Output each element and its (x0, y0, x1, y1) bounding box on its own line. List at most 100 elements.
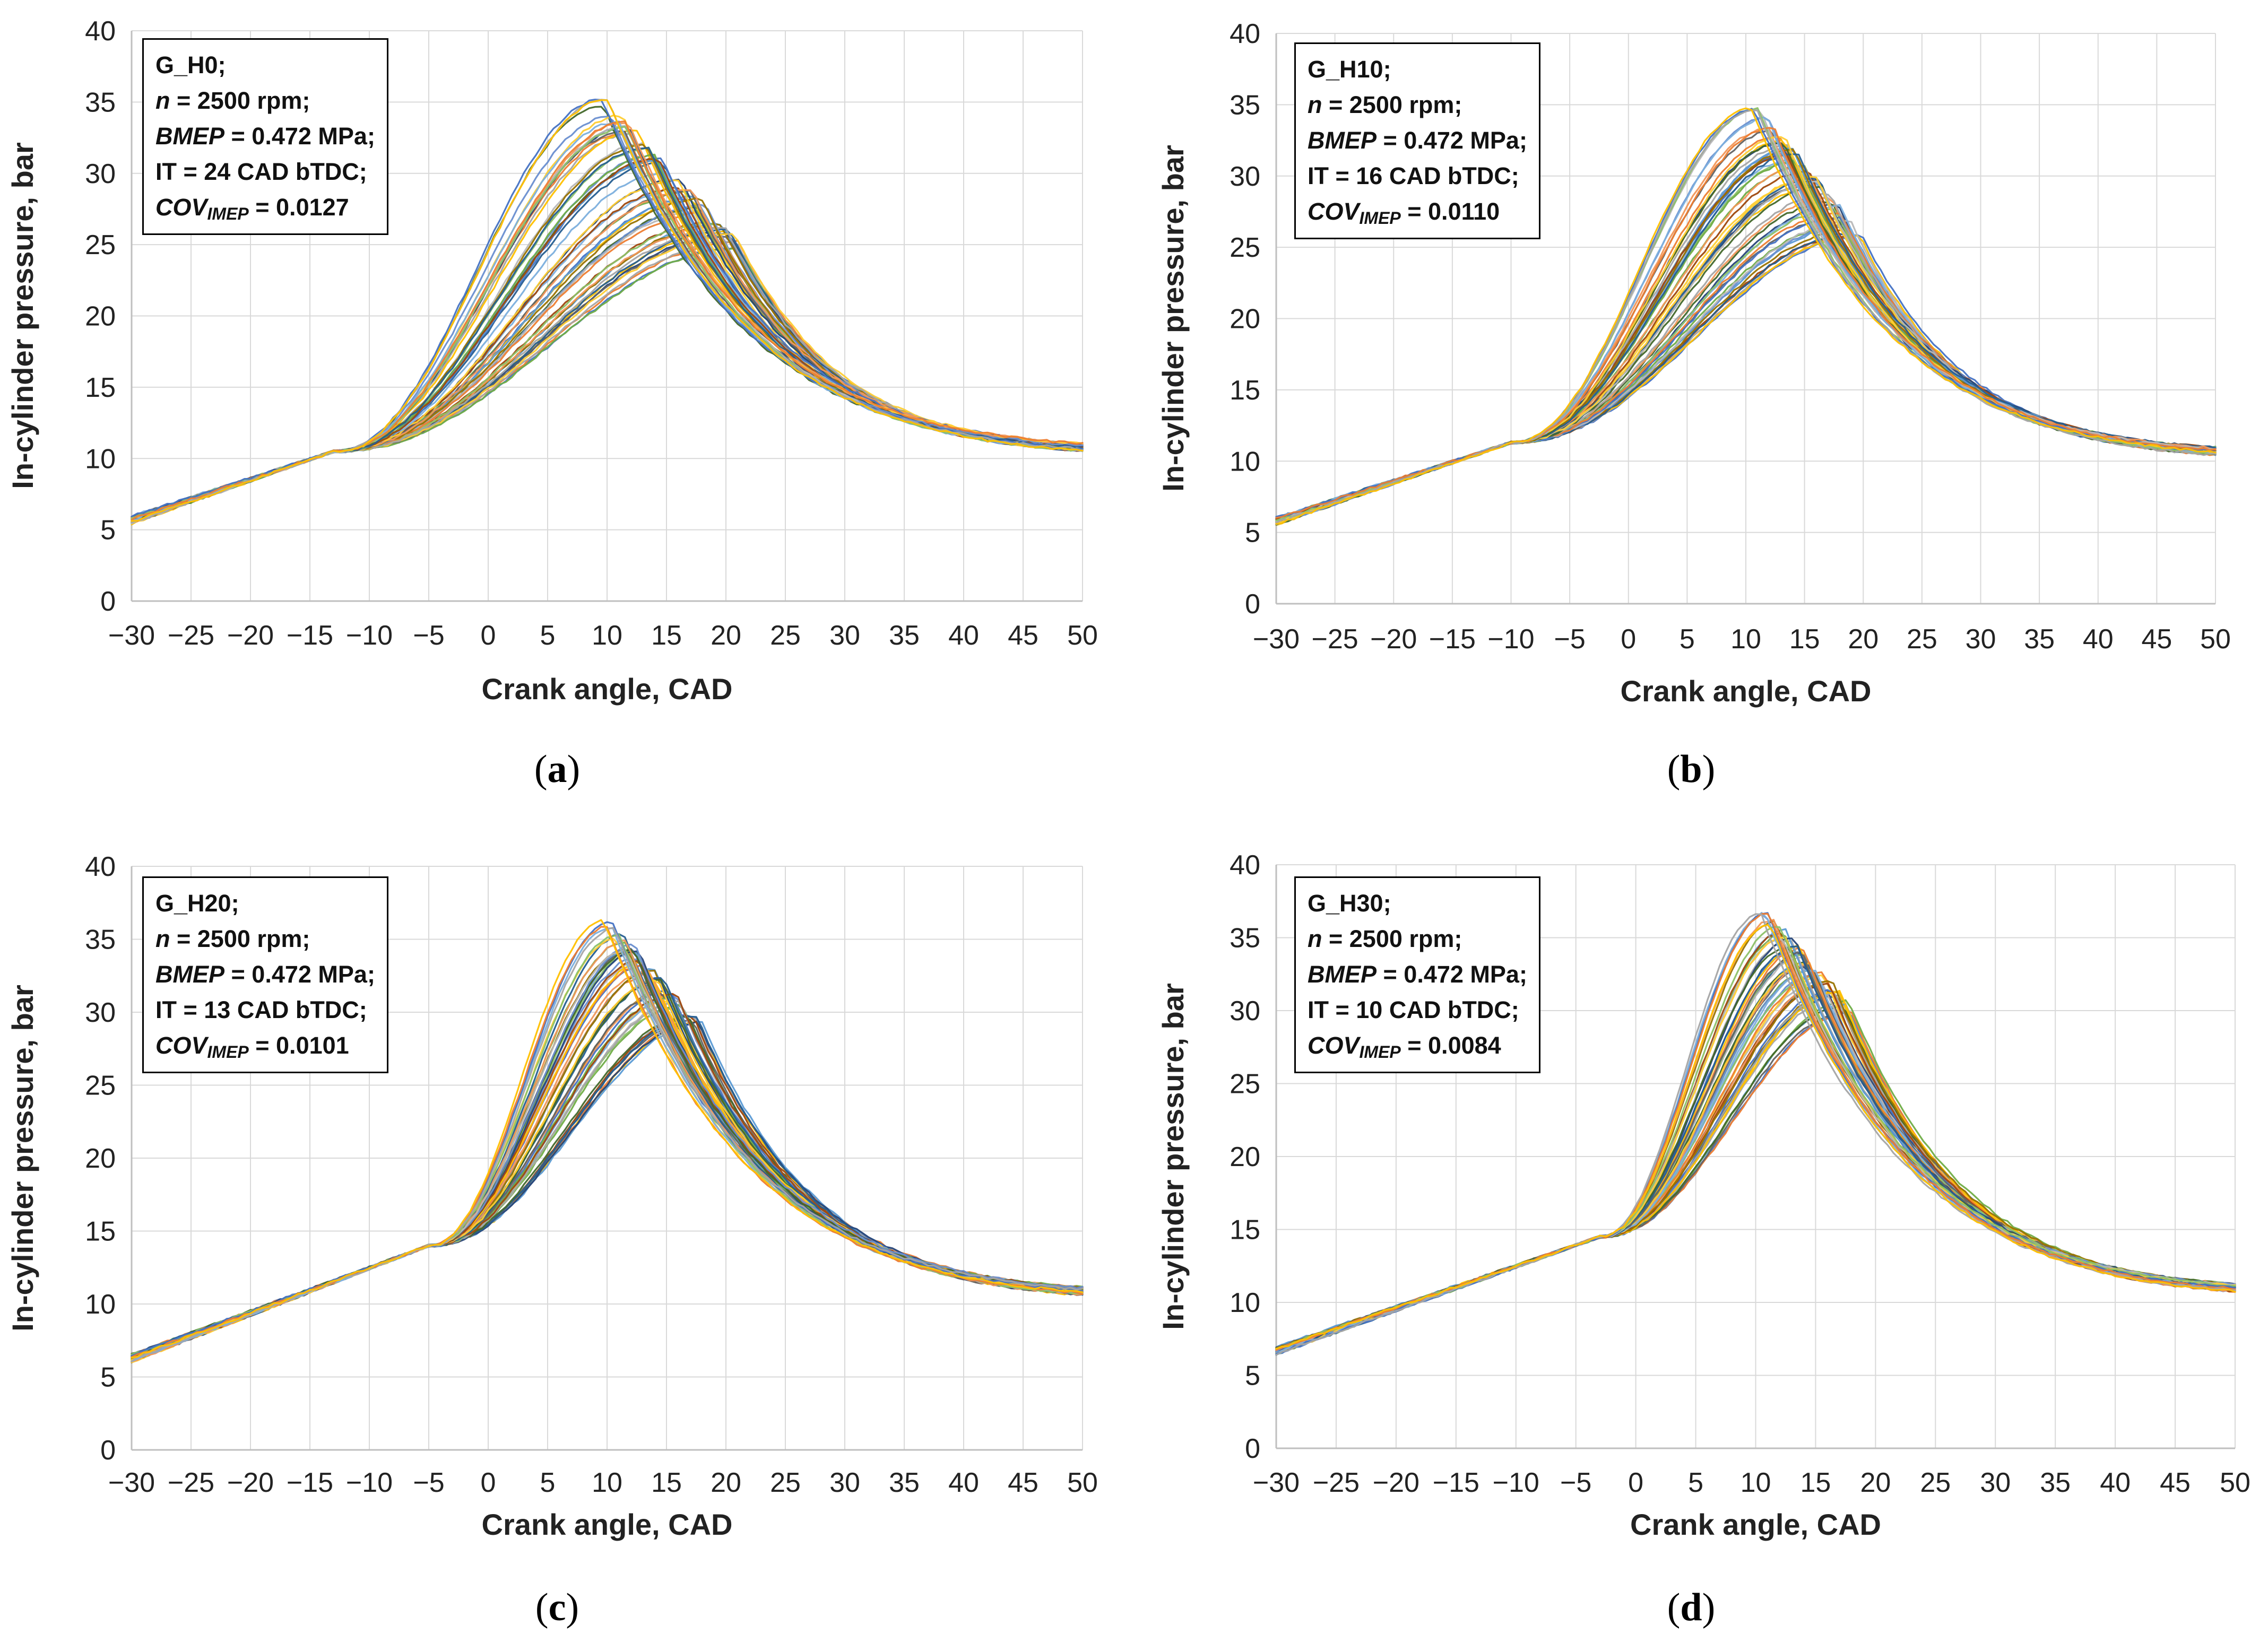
chart-a-svg: −30 −25 −20 −15 −10 −5 0 5 10 15 20 25 30 35 40 45 50 0 5 1… (6, 16, 1098, 706)
y-tick-label: 20 (1230, 1142, 1260, 1172)
x-tick-label: 15 (1800, 1467, 1831, 1498)
series-line (131, 99, 1084, 522)
x-tick-label: 0 (1621, 624, 1636, 655)
x-tick-label: 40 (948, 1467, 979, 1498)
x-tick-label: 10 (1730, 624, 1761, 655)
chart-c-svg: −30 −25 −20 −15 −10 −5 0 5 10 15 20 25 30 35 40 45 50 0 5 1… (6, 851, 1098, 1541)
y-tick-label: 10 (1230, 446, 1260, 477)
x-axis-label: Crank angle, CAD (482, 1508, 733, 1541)
y-tick-label: 5 (1245, 1361, 1260, 1392)
legend-ignition: IT = 10 CAD bTDC; (1308, 996, 1519, 1023)
pressure-curves (1275, 912, 2236, 1356)
x-tick-label: 40 (2100, 1467, 2131, 1498)
y-axis-label: In-cylinder pressure, bar (6, 142, 39, 489)
chart-panel-c: −30 −25 −20 −15 −10 −5 0 5 10 15 20 25 30 35 40 45 50 0 5 1… (0, 821, 1134, 1642)
x-tick-label: 10 (592, 620, 622, 651)
panel-caption-d: (d) (1667, 1586, 1716, 1629)
x-tick-label: 25 (1920, 1467, 1951, 1498)
legend-speed: n = 2500 rpm; (155, 925, 310, 952)
x-tick-label: −5 (1560, 1467, 1591, 1498)
panel-caption-c: (c) (535, 1586, 579, 1629)
x-tick-label: −30 (108, 1467, 155, 1498)
legend-cov: COVIMEP = 0.0110 (1308, 198, 1500, 228)
legend-ignition: IT = 16 CAD bTDC; (1308, 162, 1519, 189)
x-tick-label: 15 (1789, 624, 1820, 655)
y-tick-label: 35 (1230, 923, 1260, 954)
y-tick-label: 20 (85, 1143, 116, 1174)
legend-speed: n = 2500 rpm; (1308, 925, 1462, 952)
y-tick-label: 0 (100, 1435, 116, 1466)
legend-box-b: G_H10; n = 2500 rpm; BMEP = 0.472 MPa; I… (1294, 42, 1540, 239)
series-line (1275, 107, 2217, 525)
x-tick-label: 5 (1680, 624, 1695, 655)
x-tick-label: −15 (1433, 1467, 1479, 1498)
y-tick-label: 15 (1230, 375, 1260, 406)
x-tick-label: −20 (1373, 1467, 1419, 1498)
pressure-curves (131, 99, 1084, 526)
series-line (1275, 926, 2236, 1351)
legend-box-a: G_H0; n = 2500 rpm; BMEP = 0.472 MPa; IT… (142, 38, 388, 235)
legend-fuel: G_H30; (1308, 890, 1391, 917)
y-tick-label: 35 (85, 87, 116, 118)
x-tick-label: 50 (1067, 620, 1098, 651)
series-line (1275, 924, 2236, 1350)
pressure-curves (1275, 107, 2217, 526)
x-tick-label: −10 (1487, 624, 1534, 655)
y-tick-label: 30 (85, 159, 116, 189)
x-tick-label: −25 (1313, 1467, 1360, 1498)
x-tick-label: −25 (168, 620, 214, 651)
y-tick-label: 5 (100, 1362, 116, 1393)
x-tick-label: −5 (413, 620, 444, 651)
panel-caption-b: (b) (1667, 747, 1716, 791)
x-tick-label: 20 (711, 620, 741, 651)
x-tick-label: 45 (1008, 620, 1038, 651)
legend-speed: n = 2500 rpm; (155, 87, 310, 114)
x-tick-label: 0 (481, 1467, 496, 1498)
y-tick-label: 30 (1230, 996, 1260, 1027)
series-line (1275, 109, 2217, 524)
y-axis-label: In-cylinder pressure, bar (1156, 145, 1190, 492)
x-tick-label: 35 (889, 620, 920, 651)
y-tick-label: 25 (85, 230, 116, 260)
legend-ignition: IT = 13 CAD bTDC; (155, 996, 367, 1023)
x-tick-label: 30 (829, 1467, 860, 1498)
y-tick-label: 30 (85, 997, 116, 1028)
y-tick-label: 35 (1230, 90, 1260, 120)
y-tick-label: 5 (100, 515, 116, 546)
x-tick-label: −10 (346, 620, 393, 651)
y-tick-label: 35 (85, 925, 116, 955)
y-tick-label: 5 (1245, 518, 1260, 549)
y-tick-label: 20 (1230, 304, 1260, 335)
legend-fuel: G_H10; (1308, 56, 1391, 83)
legend-box-c: G_H20; n = 2500 rpm; BMEP = 0.472 MPa; I… (142, 876, 388, 1073)
x-tick-label: 30 (1966, 624, 1996, 655)
chart-panel-d: −30 −25 −20 −15 −10 −5 0 5 10 15 20 25 30 35 40 45 50 0 5 1… (1134, 821, 2268, 1642)
x-tick-label: −20 (227, 620, 274, 651)
x-tick-label: −5 (413, 1467, 444, 1498)
x-tick-label: 45 (2141, 624, 2172, 655)
y-tick-label: 10 (85, 444, 116, 474)
x-axis-label: Crank angle, CAD (482, 672, 733, 706)
x-tick-label: 25 (770, 1467, 801, 1498)
x-tick-label: 5 (540, 1467, 556, 1498)
legend-ignition: IT = 24 CAD bTDC; (155, 158, 367, 185)
legend-cov: COVIMEP = 0.0127 (155, 194, 349, 223)
x-tick-label: 25 (1907, 624, 1937, 655)
x-tick-label: −15 (287, 620, 333, 651)
x-tick-label: 45 (2160, 1467, 2191, 1498)
x-tick-label: 5 (1688, 1467, 1703, 1498)
x-tick-label: −20 (1370, 624, 1417, 655)
x-tick-label: −15 (287, 1467, 333, 1498)
y-tick-label: 40 (1230, 19, 1260, 49)
y-tick-label: 15 (1230, 1215, 1260, 1246)
x-tick-label: −30 (108, 620, 155, 651)
y-tick-label: 25 (85, 1071, 116, 1101)
y-tick-label: 15 (85, 1216, 116, 1247)
x-tick-label: −10 (346, 1467, 393, 1498)
pressure-curves (131, 919, 1084, 1364)
x-axis-label: Crank angle, CAD (1621, 674, 1872, 708)
x-tick-label: −15 (1429, 624, 1476, 655)
x-tick-label: 15 (651, 620, 682, 651)
x-tick-label: 50 (1067, 1467, 1098, 1498)
x-tick-label: 0 (481, 620, 496, 651)
